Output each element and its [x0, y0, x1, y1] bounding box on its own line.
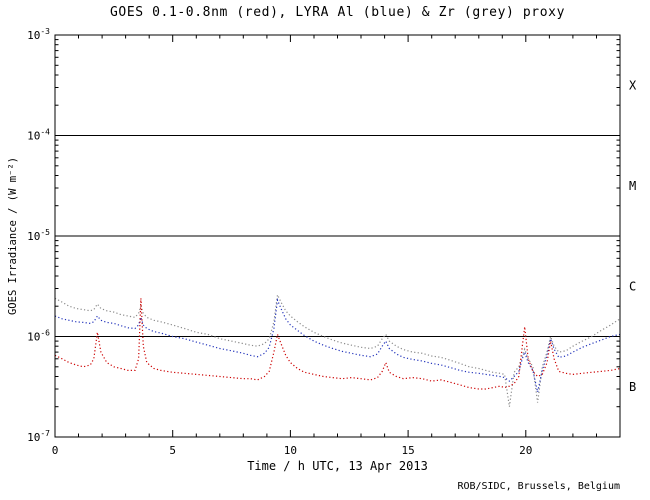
flare-class-label: C: [629, 279, 636, 293]
x-tick-label: 0: [52, 444, 59, 457]
plot-border: [54, 34, 621, 438]
y-tick-label: 10-5: [27, 228, 50, 243]
y-tick-label: 10-4: [27, 128, 50, 143]
credit-text: ROB/SIDC, Brussels, Belgium: [457, 481, 620, 492]
x-axis-title: Time / h UTC, 13 Apr 2013: [247, 459, 428, 473]
series-goes: [54, 298, 621, 390]
y-tick-label: 10-3: [27, 27, 50, 42]
y-tick-label: 10-6: [27, 329, 50, 344]
series-lyra-al: [54, 297, 621, 393]
x-tick-label: 15: [401, 444, 414, 457]
x-tick-label: 10: [284, 444, 297, 457]
y-tick-label: 10-7: [27, 429, 50, 444]
x-tick-label: 20: [519, 444, 532, 457]
series-lyra-zr: [54, 292, 621, 407]
x-tick-label: 5: [169, 444, 176, 457]
flare-class-label: X: [629, 78, 637, 92]
flare-class-label: M: [629, 179, 636, 193]
flare-class-label: B: [629, 380, 636, 394]
chart-title: GOES 0.1-0.8nm (red), LYRA Al (blue) & Z…: [109, 5, 566, 20]
